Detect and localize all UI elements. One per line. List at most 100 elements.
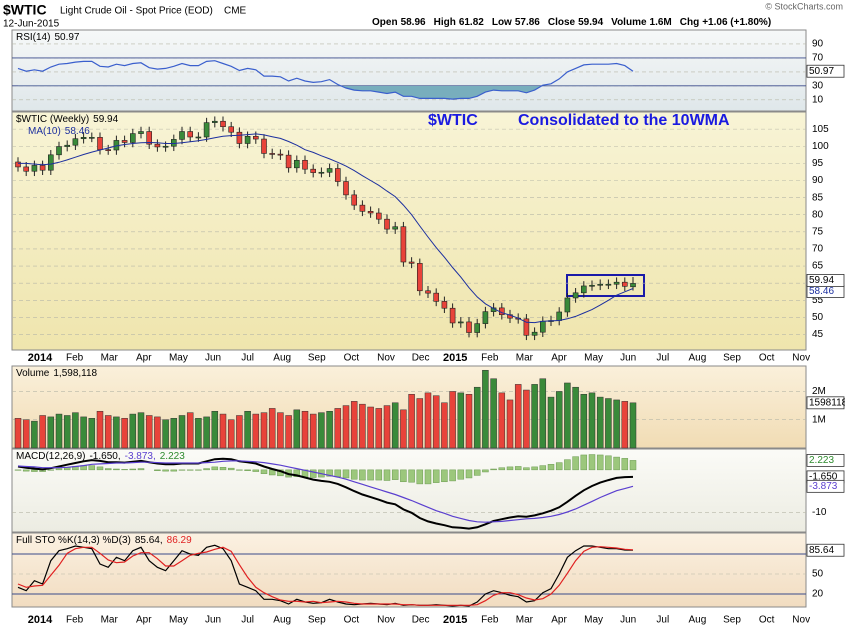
annotation: Consolidated to the 10WMA <box>518 112 730 129</box>
volume-bar <box>129 413 137 449</box>
quote-line: Open 58.96 High 61.82 Low 57.86 Close 59.94 Volu… <box>372 17 771 28</box>
histogram-bar <box>342 469 350 479</box>
histogram-bar <box>441 469 448 483</box>
x-tick-label: Aug <box>273 353 291 364</box>
exchange: CME <box>224 6 247 17</box>
histogram-bar <box>326 469 333 477</box>
candle-body <box>580 285 587 294</box>
volume-bar <box>96 410 104 449</box>
rsi-panel <box>11 29 807 112</box>
x-tick-label: Oct <box>344 353 360 364</box>
histogram-bar <box>268 469 276 476</box>
date: 12-Jun-2015 <box>3 19 60 30</box>
volume-bar <box>277 412 284 449</box>
volume-bar <box>514 384 522 449</box>
candle-body <box>343 181 349 196</box>
volume-bar <box>55 413 63 449</box>
histogram-bar <box>211 466 219 471</box>
x-tick-label: Oct <box>759 353 775 364</box>
x-tick-label: Apr <box>551 615 567 626</box>
panel-legend: MA(10) 58.46 <box>28 126 90 137</box>
legend-part: Volume <box>16 368 50 379</box>
histogram-bar <box>555 462 563 471</box>
candle-body <box>318 171 325 174</box>
x-tick-label: Jul <box>656 353 669 364</box>
volume-bar <box>359 403 366 449</box>
histogram-bar <box>482 469 489 473</box>
histogram-bar <box>506 466 514 471</box>
panel-legend: MACD(12,26,9) -1.650, -3.873, 2.223 <box>16 451 185 462</box>
candle-body <box>130 133 136 143</box>
volume-bar <box>498 392 506 449</box>
volume-bar <box>621 401 629 449</box>
candle-body <box>220 120 226 128</box>
histogram-bar <box>129 468 137 471</box>
x-tick-label: 2015 <box>443 614 467 626</box>
candle-body <box>408 261 415 264</box>
volume-bar <box>441 402 448 449</box>
indicator-line <box>17 544 634 607</box>
candle-body <box>23 166 30 172</box>
x-tick-label: Jul <box>241 615 254 626</box>
candle-body <box>121 140 128 143</box>
legend-part: RSI(14) <box>16 32 50 43</box>
candle-body <box>261 138 267 154</box>
volume-bar <box>203 416 210 449</box>
histogram-bar <box>498 467 506 471</box>
x-tick-label: Mar <box>101 615 119 626</box>
histogram-bar <box>31 469 38 472</box>
volume-bar <box>22 419 30 449</box>
last-value-box <box>806 274 845 287</box>
panel-legend: Full STO %K(14,3) %D(3) 85.64, 86.29 <box>16 535 192 546</box>
y-tick-label: 100 <box>812 141 829 152</box>
volume-bar <box>318 412 325 449</box>
volume-bar <box>375 408 383 449</box>
candle-body <box>138 131 144 134</box>
candle-body <box>367 211 374 214</box>
last-value-label: 50.97 <box>809 66 834 77</box>
candle-body <box>433 292 440 302</box>
y-tick-label: 105 <box>812 124 829 135</box>
indicator-line <box>17 60 634 100</box>
volume-bar <box>465 394 473 449</box>
y-tick-label: 65 <box>812 261 824 272</box>
x-tick-label: Oct <box>759 615 775 626</box>
candle-body <box>80 137 87 140</box>
volume-bar <box>482 369 489 449</box>
candle-body <box>621 281 628 287</box>
volume-bar <box>506 399 514 449</box>
panel-legend: RSI(14) 50.97 <box>16 32 80 43</box>
candle-body <box>441 301 448 309</box>
volume-bar <box>113 416 120 449</box>
moving-average <box>18 133 634 324</box>
histogram-bar <box>523 467 530 471</box>
legend-part: 1,598,118 <box>53 368 97 379</box>
x-tick-label: Nov <box>377 615 395 626</box>
histogram-bar <box>613 456 620 471</box>
legend-part: 2.223 <box>160 451 185 462</box>
histogram-bar <box>359 469 366 481</box>
candle-body <box>539 320 546 333</box>
volume-bar <box>137 412 145 449</box>
histogram-bar <box>334 469 342 477</box>
histogram-bar <box>547 464 555 471</box>
x-tick-label: Jun <box>620 353 636 364</box>
volume-bar <box>72 412 79 449</box>
quote-value: +1.06 (+1.80%) <box>702 17 771 28</box>
candle-body <box>531 331 538 336</box>
x-tick-label: Nov <box>792 353 810 364</box>
candle-body <box>384 218 390 230</box>
candle-body <box>334 168 341 182</box>
x-tick-label: May <box>584 353 603 364</box>
histogram-bar <box>367 469 374 481</box>
candle-body <box>351 194 358 206</box>
candle-body <box>375 212 382 220</box>
legend-part: 59.94 <box>93 114 118 125</box>
x-tick-label: Mar <box>516 353 534 364</box>
candle-body <box>105 149 111 151</box>
last-value-box <box>806 453 845 467</box>
volume-bar <box>170 418 178 449</box>
volume-bar <box>260 412 268 449</box>
volume-bar <box>400 409 407 449</box>
candle-body <box>457 321 464 324</box>
